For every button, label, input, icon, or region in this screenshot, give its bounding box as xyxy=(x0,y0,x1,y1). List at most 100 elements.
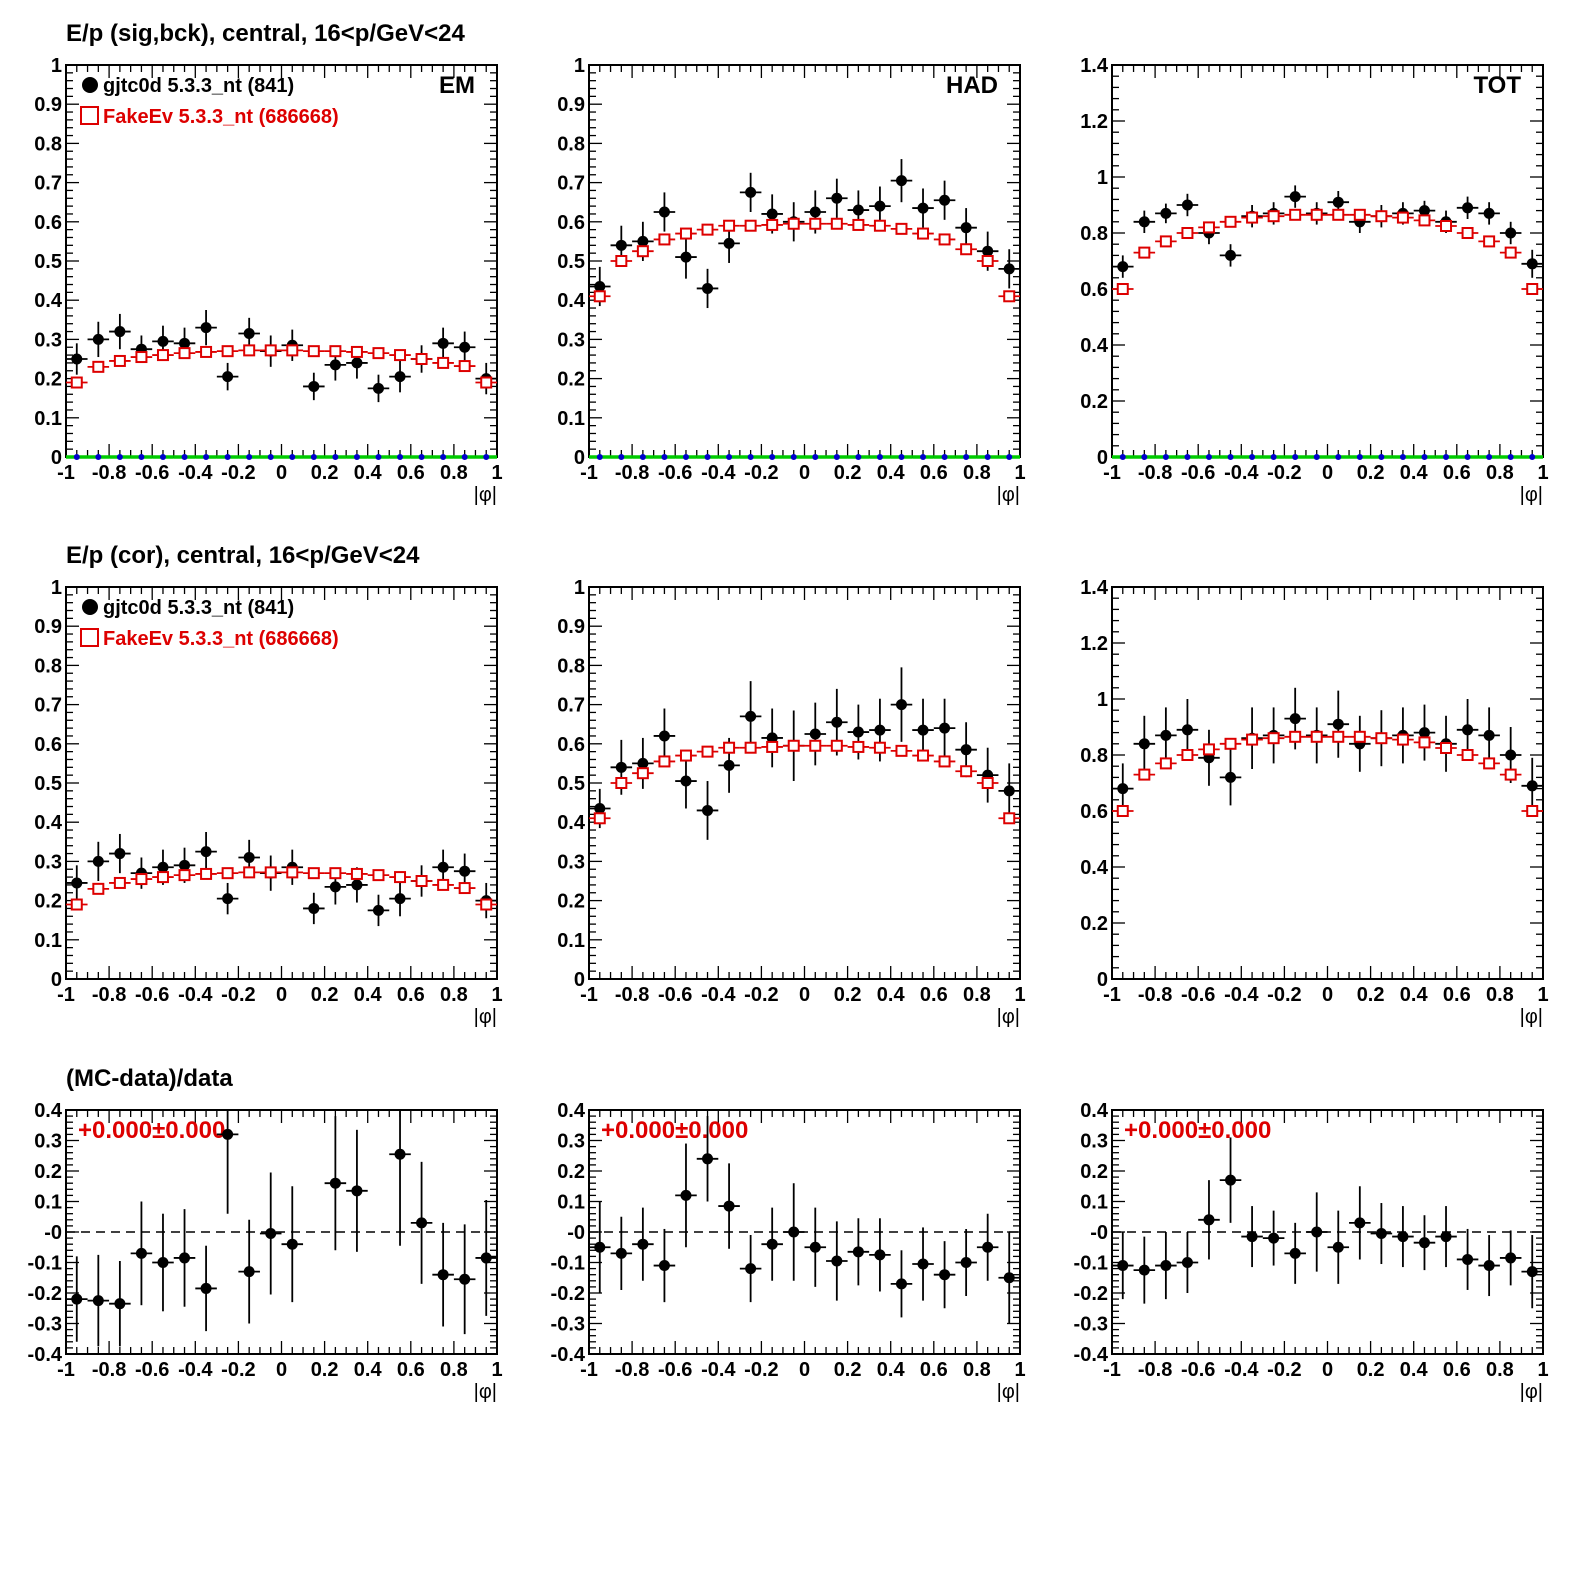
mc-point xyxy=(787,217,800,230)
bkg-point xyxy=(289,454,296,460)
data-point xyxy=(1526,258,1538,270)
data-point xyxy=(874,200,886,212)
data-point xyxy=(222,1128,234,1140)
data-point xyxy=(351,357,363,369)
bkg-point xyxy=(159,454,166,460)
data-point xyxy=(1003,263,1015,275)
data-point xyxy=(658,1260,670,1272)
data-point xyxy=(895,175,907,187)
x-tick-label: 0.2 xyxy=(311,1359,339,1381)
mc-point xyxy=(852,740,865,753)
mc-point xyxy=(981,255,994,267)
data-point xyxy=(1505,1252,1517,1264)
bkg-point xyxy=(267,454,274,460)
y-tick-label: -0.3 xyxy=(551,1314,585,1336)
y-tick-label: 0.3 xyxy=(557,851,585,873)
data-point xyxy=(939,722,951,734)
legend-data-label: gjtc0d 5.3.3_nt (841) xyxy=(103,597,294,619)
bkg-point xyxy=(661,454,668,460)
legend-mc-label: FakeEv 5.3.3_nt (686668) xyxy=(103,106,339,128)
data-point xyxy=(1181,724,1193,736)
x-tick-label: -0.4 xyxy=(178,462,213,484)
y-tick-label: 0.4 xyxy=(557,1100,586,1122)
x-tick-label: -1 xyxy=(1103,984,1121,1006)
data-point xyxy=(594,1241,606,1253)
x-tick-label: 0.6 xyxy=(920,1359,948,1381)
data-point xyxy=(243,328,255,340)
mc-point xyxy=(1159,757,1172,770)
x-tick-label: 0.6 xyxy=(1443,984,1471,1006)
y-tick-label: 1 xyxy=(1097,167,1108,189)
data-point xyxy=(1505,749,1517,761)
mc-point xyxy=(1003,812,1016,825)
data-point xyxy=(982,245,994,257)
data-point xyxy=(394,893,406,905)
data-point xyxy=(1440,1231,1452,1243)
bkg-point xyxy=(898,454,905,460)
data-point xyxy=(437,337,449,349)
mc-point xyxy=(350,345,363,358)
data-point xyxy=(179,859,191,871)
y-tick-label: 0.6 xyxy=(34,734,62,756)
x-tick-label: 1 xyxy=(1014,984,1025,1006)
data-point xyxy=(459,341,471,353)
bkg-point xyxy=(833,454,840,460)
mc-point xyxy=(1289,730,1302,743)
mc-point xyxy=(221,345,234,358)
x-tick-label: -0.2 xyxy=(1267,462,1301,484)
bkg-point xyxy=(920,454,927,460)
data-point xyxy=(874,724,886,736)
y-tick-label: 0.4 xyxy=(34,1100,63,1122)
x-tick-label: 0.2 xyxy=(1357,462,1385,484)
data-point xyxy=(594,280,606,292)
y-tick-label: 0.4 xyxy=(34,290,63,312)
mc-point xyxy=(1116,283,1129,295)
mc-point xyxy=(1159,235,1172,248)
x-tick-label: -1 xyxy=(1103,462,1121,484)
x-tick-label: 0 xyxy=(276,984,287,1006)
data-point xyxy=(1332,196,1344,208)
ratio-fit-label: +0.000±0.000 xyxy=(601,1117,748,1144)
x-tick-label: -1 xyxy=(580,1359,598,1381)
row-title-ratio: (MC-data)/data xyxy=(66,1065,233,1092)
x-tick-label: 0.2 xyxy=(834,984,862,1006)
y-tick-label: 0.6 xyxy=(1080,279,1108,301)
y-tick-label: 0.3 xyxy=(34,1131,62,1153)
data-point xyxy=(394,1148,406,1160)
x-tick-label: -0.8 xyxy=(1138,984,1172,1006)
y-tick-label: 0.2 xyxy=(557,891,585,913)
bkg-point xyxy=(963,454,970,460)
x-tick-label: -0.2 xyxy=(1267,984,1301,1006)
x-tick-label: 0 xyxy=(799,984,810,1006)
y-tick-label: 0.1 xyxy=(557,930,585,952)
x-tick-label: 0.6 xyxy=(920,984,948,1006)
x-tick-label: -0.6 xyxy=(135,984,169,1006)
mc-point xyxy=(960,765,973,778)
data-point xyxy=(702,282,714,294)
data-point xyxy=(745,1263,757,1275)
x-tick-label: 0.6 xyxy=(1443,1359,1471,1381)
plot-frame xyxy=(588,586,1021,980)
bkg-point xyxy=(418,454,425,460)
bkg-point xyxy=(812,454,819,460)
mc-point xyxy=(830,739,843,752)
y-tick-label: 0.9 xyxy=(34,616,62,638)
mc-point xyxy=(178,347,191,360)
bkg-point xyxy=(790,454,797,460)
data-point xyxy=(852,1246,864,1258)
mc-point xyxy=(917,749,930,762)
x-axis-label: |φ| xyxy=(1520,1006,1543,1028)
x-tick-label: 1 xyxy=(1014,462,1025,484)
row-title-sig-bck: E/p (sig,bck), central, 16<p/GeV<24 xyxy=(66,20,465,47)
y-tick-label: -0.1 xyxy=(551,1253,585,1275)
data-point xyxy=(723,1200,735,1212)
y-tick-label: 0.7 xyxy=(557,695,585,717)
mc-point xyxy=(458,360,471,373)
mc-point xyxy=(679,227,692,240)
bkg-point xyxy=(639,454,646,460)
bkg-point xyxy=(855,454,862,460)
bkg-point xyxy=(1006,454,1013,460)
mc-point xyxy=(437,356,450,369)
x-axis-label: |φ| xyxy=(997,1381,1020,1403)
data-point xyxy=(680,775,692,787)
